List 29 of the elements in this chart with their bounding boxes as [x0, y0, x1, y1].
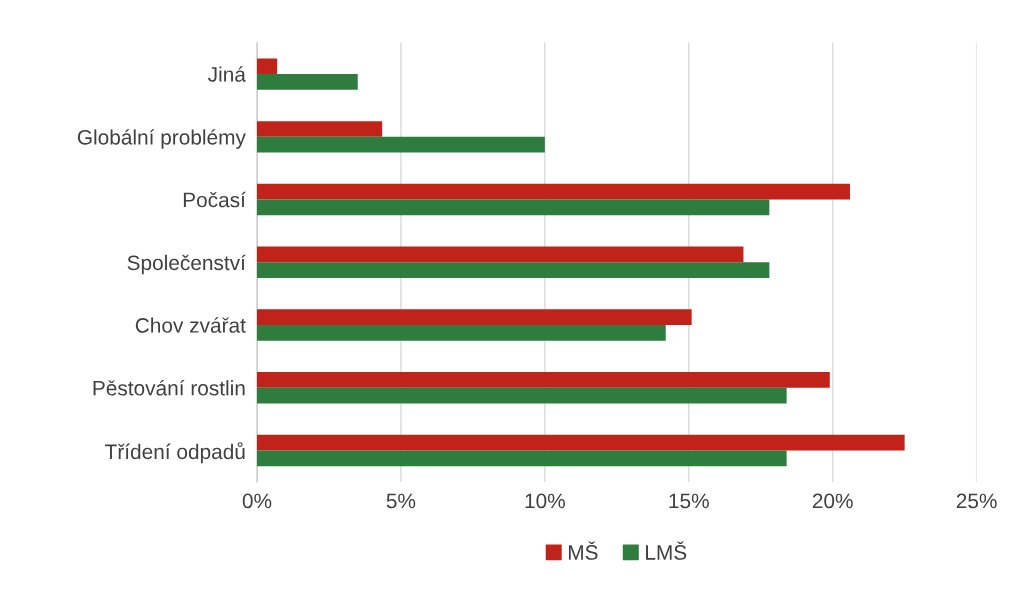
bar: [257, 262, 770, 278]
bar: [257, 309, 692, 326]
legend-label: MŠ: [568, 541, 598, 560]
y-tick-label: Jiná: [208, 66, 246, 82]
x-tick-label: 5%: [386, 493, 416, 509]
bar: [257, 121, 383, 137]
y-tick-label: Pěstování rostlin: [93, 379, 245, 396]
x-tick-label: 20%: [812, 493, 853, 509]
y-tick-label: Společenství: [127, 254, 246, 275]
y-tick-label: Počasí: [183, 191, 246, 208]
y-tick-label: Chov zvářat: [135, 317, 246, 333]
bar: [257, 199, 770, 216]
bar: [257, 246, 744, 263]
x-tick-label: 10%: [525, 493, 565, 509]
x-tick-label: 0%: [242, 493, 272, 509]
bar: [257, 372, 830, 388]
bar: [257, 325, 666, 341]
bar: [257, 387, 787, 404]
bar: [257, 74, 358, 90]
x-tick-label: 15%: [669, 493, 709, 509]
bar: [257, 434, 905, 451]
legend-label: LMŠ: [646, 541, 687, 560]
x-tick-label: 25%: [956, 493, 997, 509]
bar: [257, 183, 850, 200]
y-tick-label: Globální problémy: [77, 129, 246, 149]
bar: [257, 136, 545, 153]
bar: [257, 58, 278, 75]
y-tick-label: Třídení odpadů: [105, 442, 245, 464]
bar: [257, 450, 787, 467]
